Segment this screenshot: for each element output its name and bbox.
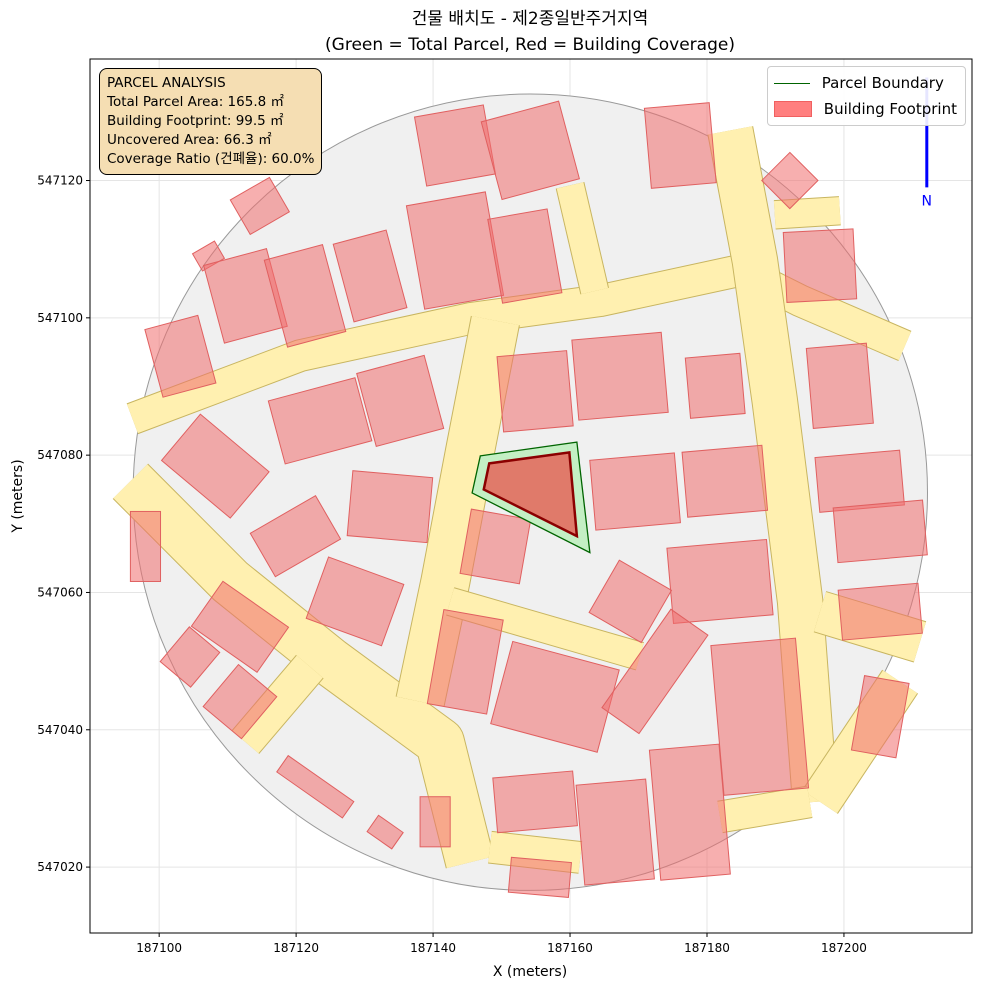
building-footprint: [129, 510, 162, 582]
legend: Parcel Boundary Building Footprint: [766, 66, 966, 126]
y-tick-label: 547080: [37, 448, 83, 462]
building-footprint: [229, 176, 291, 236]
building-footprint: [480, 100, 581, 201]
building-footprint: [643, 102, 717, 189]
x-tick-label: 187120: [273, 941, 319, 955]
road: [708, 126, 838, 804]
building-footprint: [267, 377, 373, 465]
building-footprint: [588, 559, 673, 644]
building-footprint: [413, 104, 497, 187]
building-footprint: [850, 675, 910, 759]
road: [396, 316, 519, 707]
building-footprint: [507, 856, 572, 898]
road: [232, 655, 323, 754]
building-footprint: [249, 494, 342, 578]
building-footprint: [202, 663, 278, 740]
road: [446, 588, 644, 670]
building-footprint: [837, 582, 923, 641]
y-tick-label: 547020: [37, 860, 83, 874]
x-tick-label: 187100: [136, 941, 182, 955]
building-footprint: [761, 151, 819, 210]
axes-frame: [89, 58, 973, 934]
building-footprint: [305, 556, 405, 647]
building-footprint: [575, 778, 655, 886]
y-tick-label: 547040: [37, 723, 83, 737]
legend-patch-swatch: [773, 101, 812, 117]
building-footprint: [356, 354, 445, 448]
road: [556, 182, 609, 295]
building-footprint: [159, 626, 221, 688]
chart-subtitle: (Green = Total Parcel, Red = Building Co…: [325, 35, 735, 55]
building-footprint: [666, 538, 774, 624]
y-tick-label: 547100: [37, 311, 83, 325]
info-title: PARCEL ANALYSIS: [107, 75, 226, 91]
y-tick-label: 547120: [37, 174, 83, 188]
building-footprint: [684, 352, 746, 419]
x-tick-label: 187160: [547, 941, 593, 955]
info-uncovered-area: Uncovered Area: 66.3 ㎡: [107, 132, 272, 148]
building-footprint: [589, 452, 681, 531]
building-footprint: [459, 508, 532, 585]
building-footprint: [601, 608, 709, 735]
x-tick-label: 187140: [410, 941, 456, 955]
info-total-area: Total Parcel Area: 165.8 ㎡: [107, 94, 284, 110]
road: [113, 464, 494, 869]
x-tick-label: 187180: [684, 941, 730, 955]
building-footprint: [571, 331, 669, 421]
building-footprint: [144, 314, 217, 398]
info-coverage-ratio: Coverage Ratio (건폐율): 60.0%: [107, 151, 315, 167]
building-footprint: [419, 796, 451, 848]
plot-area: N: [112, 77, 932, 898]
building-footprint: [346, 470, 434, 544]
y-axis-label: Y (meters): [10, 459, 26, 533]
legend-label: Parcel Boundary: [821, 74, 944, 92]
building-footprint: [190, 580, 290, 673]
road: [773, 197, 841, 229]
road: [488, 831, 583, 873]
y-tick-label: 547060: [37, 585, 83, 599]
building-footprint: [426, 609, 504, 715]
building-footprint: [487, 208, 563, 304]
building-footprint: [832, 499, 928, 564]
building-footprint: [805, 342, 874, 429]
info-building-footprint: Building Footprint: 99.5 ㎡: [107, 113, 284, 129]
building-footprint: [710, 637, 810, 796]
road: [717, 786, 813, 833]
legend-label: Building Footprint: [823, 100, 957, 118]
north-label: N: [922, 193, 932, 209]
legend-entry-parcel-boundary: Parcel Boundary: [773, 70, 957, 96]
parcel-analysis-box: PARCEL ANALYSIS Total Parcel Area: 165.8…: [99, 68, 323, 175]
x-tick-label: 187200: [821, 941, 867, 955]
building-footprint: [332, 229, 408, 323]
building-footprint: [648, 743, 731, 881]
building-footprint: [681, 444, 769, 518]
building-footprint: [366, 814, 404, 850]
building-footprint: [276, 754, 355, 819]
building-footprint: [160, 413, 270, 519]
legend-line-swatch: [773, 82, 810, 84]
target-building: [482, 450, 579, 539]
legend-entry-building-footprint: Building Footprint: [773, 96, 957, 122]
building-footprint: [496, 350, 574, 433]
chart-title: 건물 배치도 - 제2종일반주거지역: [412, 9, 648, 29]
ticks: 187100 187120 187140 187160 187180 187200 5470…: [37, 174, 867, 955]
building-footprint: [492, 770, 578, 834]
building-footprint: [782, 228, 858, 303]
x-axis-label: X (meters): [493, 964, 567, 980]
building-footprint: [263, 244, 347, 348]
